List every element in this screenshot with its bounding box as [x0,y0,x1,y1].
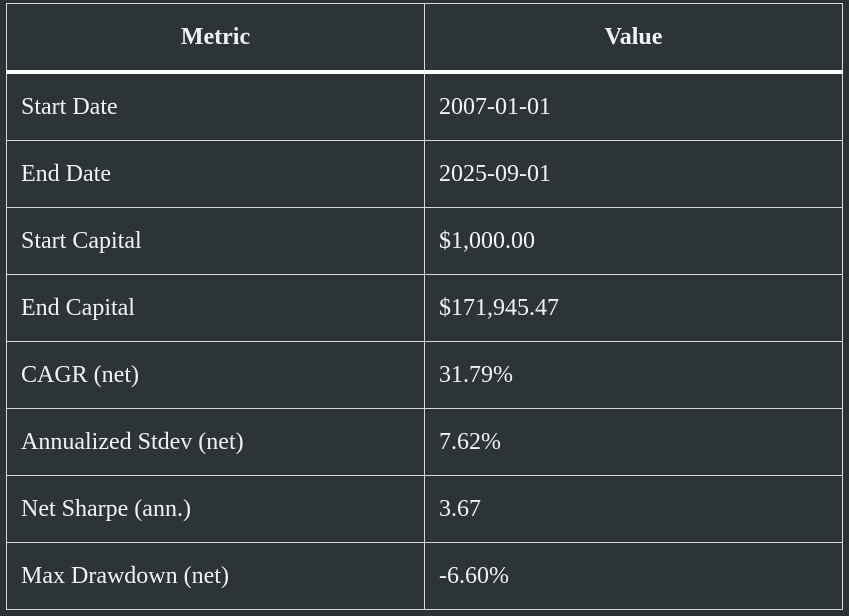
value-cell: $171,945.47 [424,274,843,342]
table-row: End Date 2025-09-01 [6,140,843,208]
table-row: CAGR (net) 31.79% [6,341,843,409]
table-row: Start Date 2007-01-01 [6,71,843,141]
table-row: Net Sharpe (ann.) 3.67 [6,475,843,543]
table-row: Start Capital $1,000.00 [6,207,843,275]
metric-cell: Start Capital [6,207,425,275]
value-cell: 2007-01-01 [424,71,843,141]
metric-cell: Start Date [6,71,425,141]
metric-cell: End Date [6,140,425,208]
table-head: Metric Value [6,3,843,74]
table-row: End Capital $171,945.47 [6,274,843,342]
metric-cell: Max Drawdown (net) [6,542,425,610]
value-cell: -6.60% [424,542,843,610]
table-row: Annualized Stdev (net) 7.62% [6,408,843,476]
metric-cell: Net Sharpe (ann.) [6,475,425,543]
table-body: Start Date 2007-01-01 End Date 2025-09-01 St… [6,71,843,610]
metric-cell: End Capital [6,274,425,342]
header-cell: Metric [6,3,425,74]
value-cell: 2025-09-01 [424,140,843,208]
table-row: Max Drawdown (net) -6.60% [6,542,843,610]
metric-cell: CAGR (net) [6,341,425,409]
value-cell: 31.79% [424,341,843,409]
metrics-table: Metric Value Start Date 2007-01-01 End Date… [6,3,843,610]
metric-cell: Annualized Stdev (net) [6,408,425,476]
value-cell: 3.67 [424,475,843,543]
value-cell: 7.62% [424,408,843,476]
header-row: Metric Value [6,3,843,74]
value-cell: $1,000.00 [424,207,843,275]
header-cell: Value [424,3,843,74]
